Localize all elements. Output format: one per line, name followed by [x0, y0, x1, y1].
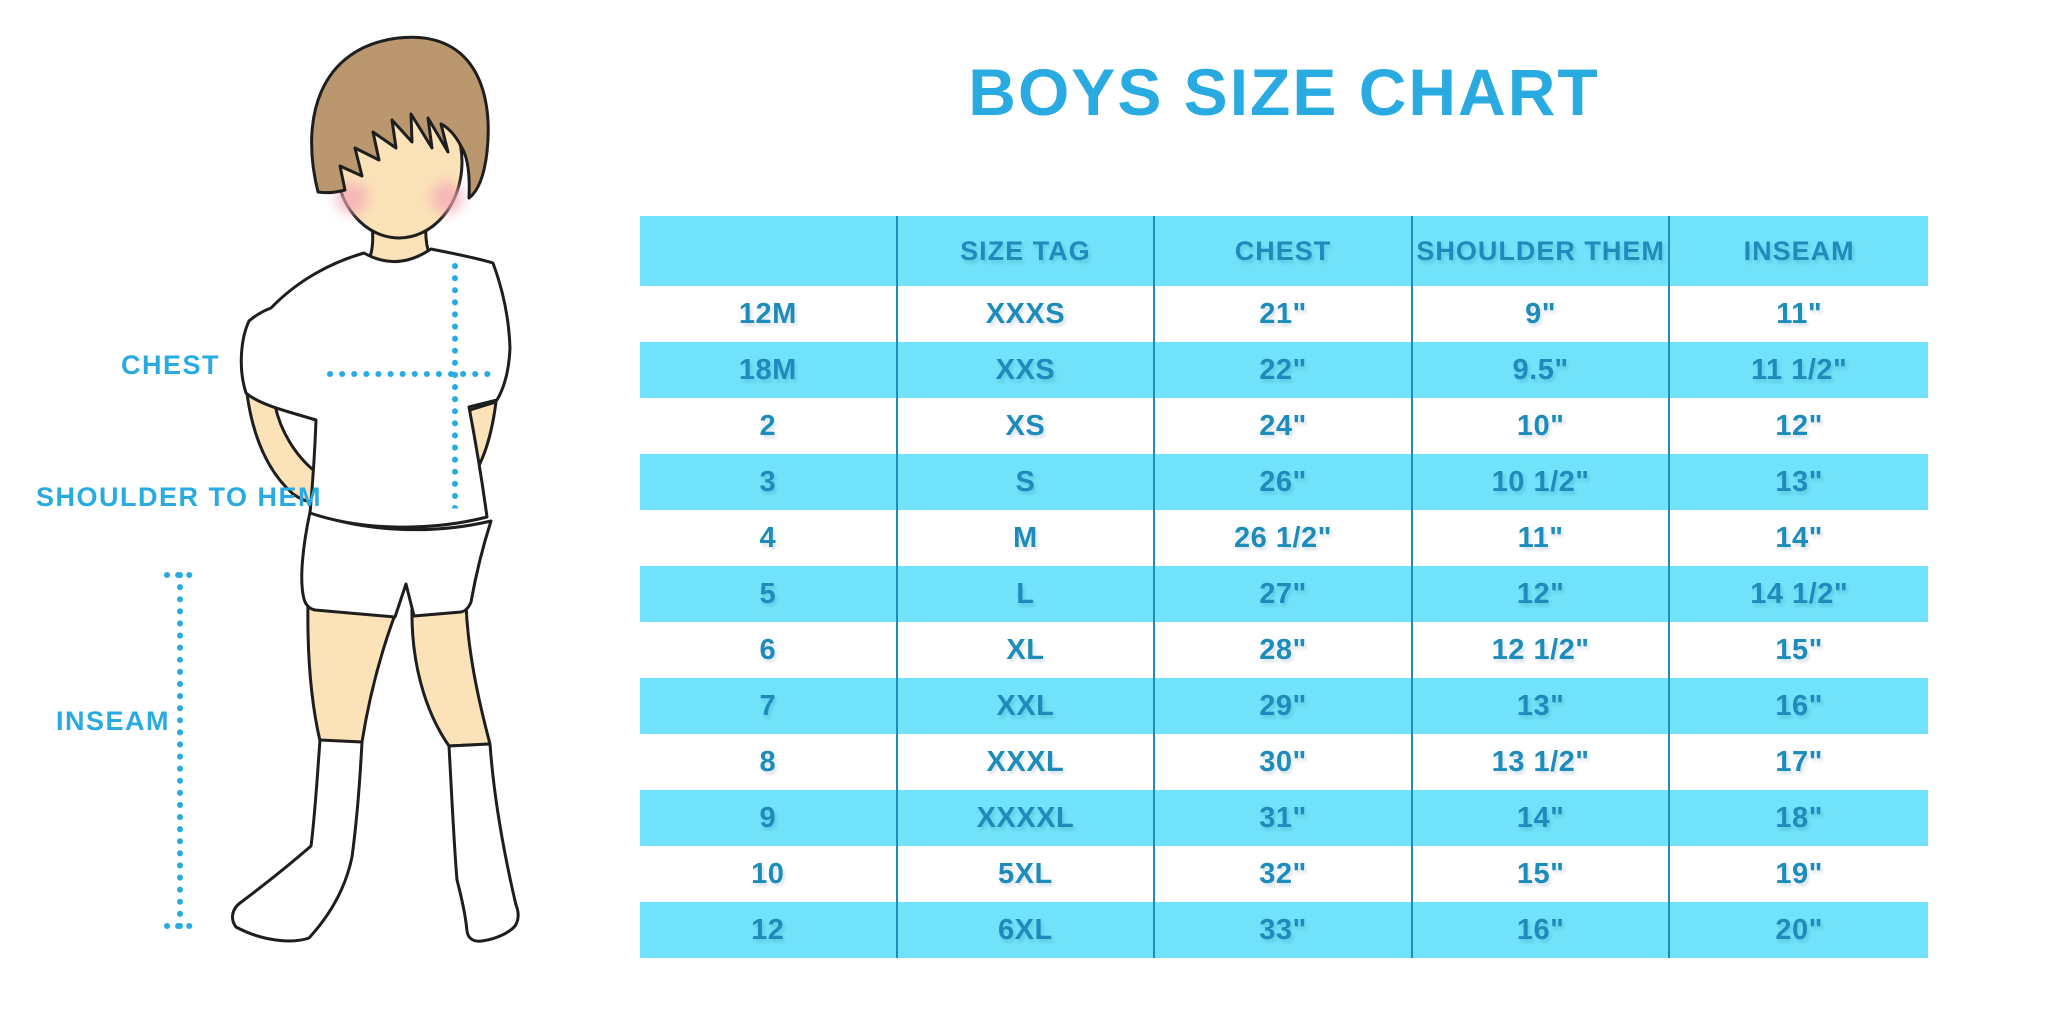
table-cell: XXXXL [898, 790, 1156, 846]
header-cell-size-tag: SIZE TAG [898, 216, 1156, 286]
table-row: 12M XXXS 21" 9" 11" [640, 286, 1928, 342]
table-row: 3 S 26" 10 1/2" 13" [640, 454, 1928, 510]
right-leg [410, 603, 492, 748]
shoulder-to-hem-label: SHOULDER TO HEM [36, 482, 323, 512]
inseam-label: INSEAM [56, 706, 171, 736]
table-header-row: SIZE TAG CHEST SHOULDER THEM INSEAM [640, 216, 1928, 286]
table-cell: 14 1/2" [1750, 577, 1849, 610]
table-cell: 28" [1155, 622, 1413, 678]
table-cell: 2 [640, 398, 898, 454]
table-cell: 26" [1155, 454, 1413, 510]
table-cell: 12 1/2" [1413, 622, 1671, 678]
table-cell: 20" [1775, 913, 1823, 946]
header-cell-inseam: INSEAM [1743, 235, 1855, 266]
t-shirt [239, 247, 512, 529]
table-cell: M [898, 510, 1156, 566]
table-row: 6 XL 28" 12 1/2" 15" [640, 622, 1928, 678]
table-cell: 11 1/2" [1751, 353, 1848, 386]
table-cell: 15" [1775, 633, 1823, 666]
table-cell: S [898, 454, 1156, 510]
table-cell: L [898, 566, 1156, 622]
table-cell: 12 [640, 902, 898, 958]
header-cell-chest: CHEST [1155, 216, 1413, 286]
table-cell: 4 [640, 510, 898, 566]
left-arm [245, 392, 319, 505]
chest-label: CHEST [120, 350, 220, 380]
table-cell: 11" [1413, 510, 1671, 566]
table-cell: 12M [640, 286, 898, 342]
table-cell: 16" [1413, 902, 1671, 958]
table-cell: 26 1/2" [1155, 510, 1413, 566]
table-cell: 14" [1775, 521, 1823, 554]
table-cell: 17" [1775, 745, 1823, 778]
inseam-measure-line [164, 572, 203, 929]
table-cell: 12" [1413, 566, 1671, 622]
table-cell: 31" [1155, 790, 1413, 846]
shorts [300, 510, 493, 619]
table-cell: 9.5" [1413, 342, 1671, 398]
table-row: 5 L 27" 12" 14 1/2" [640, 566, 1928, 622]
right-sock [447, 742, 520, 943]
table-cell: 6XL [898, 902, 1156, 958]
table-row: 8 XXXL 30" 13 1/2" 17" [640, 734, 1928, 790]
table-cell: XXS [898, 342, 1156, 398]
table-cell: XXXL [898, 734, 1156, 790]
table-cell: 5XL [898, 846, 1156, 902]
table-cell: 27" [1155, 566, 1413, 622]
table-row: 7 XXL 29" 13" 16" [640, 678, 1928, 734]
table-row: 18M XXS 22" 9.5" 11 1/2" [640, 342, 1928, 398]
left-sock [231, 738, 364, 943]
table-cell: 19" [1775, 857, 1823, 890]
table-row: 12 6XL 33" 16" 20" [640, 902, 1928, 958]
table-cell: 10 1/2" [1413, 454, 1671, 510]
header-cell-empty [640, 216, 898, 286]
table-cell: 33" [1155, 902, 1413, 958]
table-cell: 10 [640, 846, 898, 902]
table-cell: 12" [1775, 409, 1823, 442]
table-cell: XL [898, 622, 1156, 678]
table-row: 4 M 26 1/2" 11" 14" [640, 510, 1928, 566]
table-cell: 13" [1775, 465, 1823, 498]
table-row: 9 XXXXL 31" 14" 18" [640, 790, 1928, 846]
table-cell: 14" [1413, 790, 1671, 846]
table-cell: 15" [1413, 846, 1671, 902]
table-cell: 6 [640, 622, 898, 678]
table-cell: 18M [640, 342, 898, 398]
table-cell: XXXS [898, 286, 1156, 342]
table-body: 12M XXXS 21" 9" 11" 18M XXS 22" 9.5" 11 1/2" 2 XS 24… [640, 286, 1928, 958]
table-row: 2 XS 24" 10" 12" [640, 398, 1928, 454]
table-cell: XXL [898, 678, 1156, 734]
table-row: 10 5XL 32" 15" 19" [640, 846, 1928, 902]
table-cell: 10" [1413, 398, 1671, 454]
table-cell: 9" [1413, 286, 1671, 342]
page-title: BOYS SIZE CHART [968, 55, 1600, 129]
left-leg [306, 598, 398, 744]
table-cell: 32" [1155, 846, 1413, 902]
table-cell: 9 [640, 790, 898, 846]
table-cell: 22" [1155, 342, 1413, 398]
table-cell: 18" [1775, 801, 1823, 834]
table-cell: 13 1/2" [1413, 734, 1671, 790]
header-cell-shoulder-them: SHOULDER THEM [1413, 216, 1671, 286]
table-cell: 29" [1155, 678, 1413, 734]
right-cheek [431, 182, 463, 214]
hair [310, 35, 490, 200]
table-cell: 13" [1413, 678, 1671, 734]
table-cell: 7 [640, 678, 898, 734]
size-table: SIZE TAG CHEST SHOULDER THEM INSEAM 12M XXXS… [640, 216, 1928, 958]
table-cell: 3 [640, 454, 898, 510]
table-cell: 21" [1155, 286, 1413, 342]
boy-illustration [164, 35, 520, 943]
table-cell: XS [898, 398, 1156, 454]
table-cell: 24" [1155, 398, 1413, 454]
table-cell: 11" [1776, 297, 1823, 330]
table-cell: 30" [1155, 734, 1413, 790]
table-cell: 8 [640, 734, 898, 790]
table-cell: 16" [1775, 689, 1823, 722]
table-cell: 5 [640, 566, 898, 622]
